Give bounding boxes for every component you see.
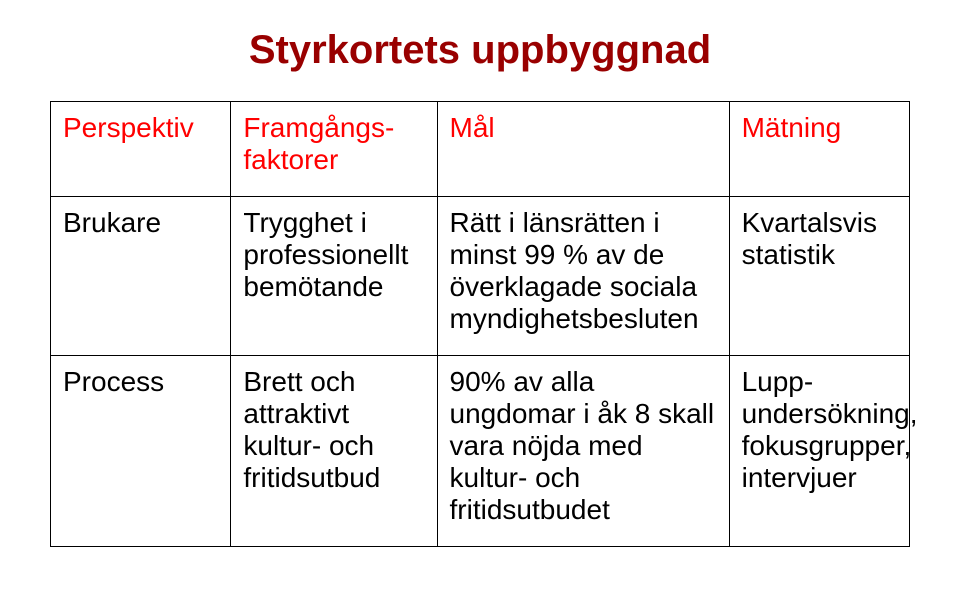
- table-header: Perspektiv Framgångs-faktorer Mål Mätnin…: [51, 102, 910, 197]
- cell-faktorer: Brett och attraktivt kultur- och fritids…: [231, 356, 437, 547]
- col-mal: Mål: [437, 102, 729, 197]
- cell-perspektiv: Brukare: [51, 197, 231, 356]
- cell-matning: Kvartalsvis statistik: [729, 197, 909, 356]
- col-matning: Mätning: [729, 102, 909, 197]
- col-perspektiv: Perspektiv: [51, 102, 231, 197]
- page-title: Styrkortets uppbyggnad: [50, 28, 910, 73]
- table-row: Brukare Trygghet i professionellt bemöta…: [51, 197, 910, 356]
- page: Styrkortets uppbyggnad Perspektiv Framgå…: [0, 0, 960, 547]
- cell-perspektiv: Process: [51, 356, 231, 547]
- cell-matning: Lupp-undersökning, fokusgrupper, intervj…: [729, 356, 909, 547]
- col-faktorer: Framgångs-faktorer: [231, 102, 437, 197]
- cell-faktorer: Trygghet i professionellt bemötande: [231, 197, 437, 356]
- cell-mal: Rätt i länsrätten i minst 99 % av de öve…: [437, 197, 729, 356]
- cell-mal: 90% av alla ungdomar i åk 8 skall vara n…: [437, 356, 729, 547]
- scorecard-table: Perspektiv Framgångs-faktorer Mål Mätnin…: [50, 101, 910, 547]
- header-row: Perspektiv Framgångs-faktorer Mål Mätnin…: [51, 102, 910, 197]
- table-row: Process Brett och attraktivt kultur- och…: [51, 356, 910, 547]
- table-body: Brukare Trygghet i professionellt bemöta…: [51, 197, 910, 547]
